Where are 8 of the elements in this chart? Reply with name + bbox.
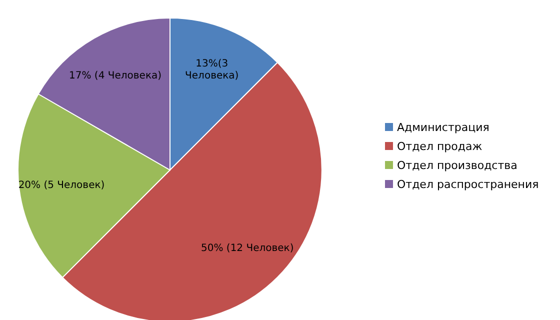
- data-label: 17% (4 Человека): [69, 70, 162, 82]
- data-label: 13%(3 Человека): [185, 58, 239, 82]
- legend-label: Отдел распространения: [397, 178, 539, 191]
- legend-label: Администрация: [397, 121, 490, 134]
- legend-label: Отдел продаж: [397, 140, 482, 153]
- data-label: 50% (12 Человек): [201, 242, 294, 254]
- data-label: 20% (5 Человек): [18, 180, 105, 191]
- legend-label: Отдел производства: [397, 159, 518, 172]
